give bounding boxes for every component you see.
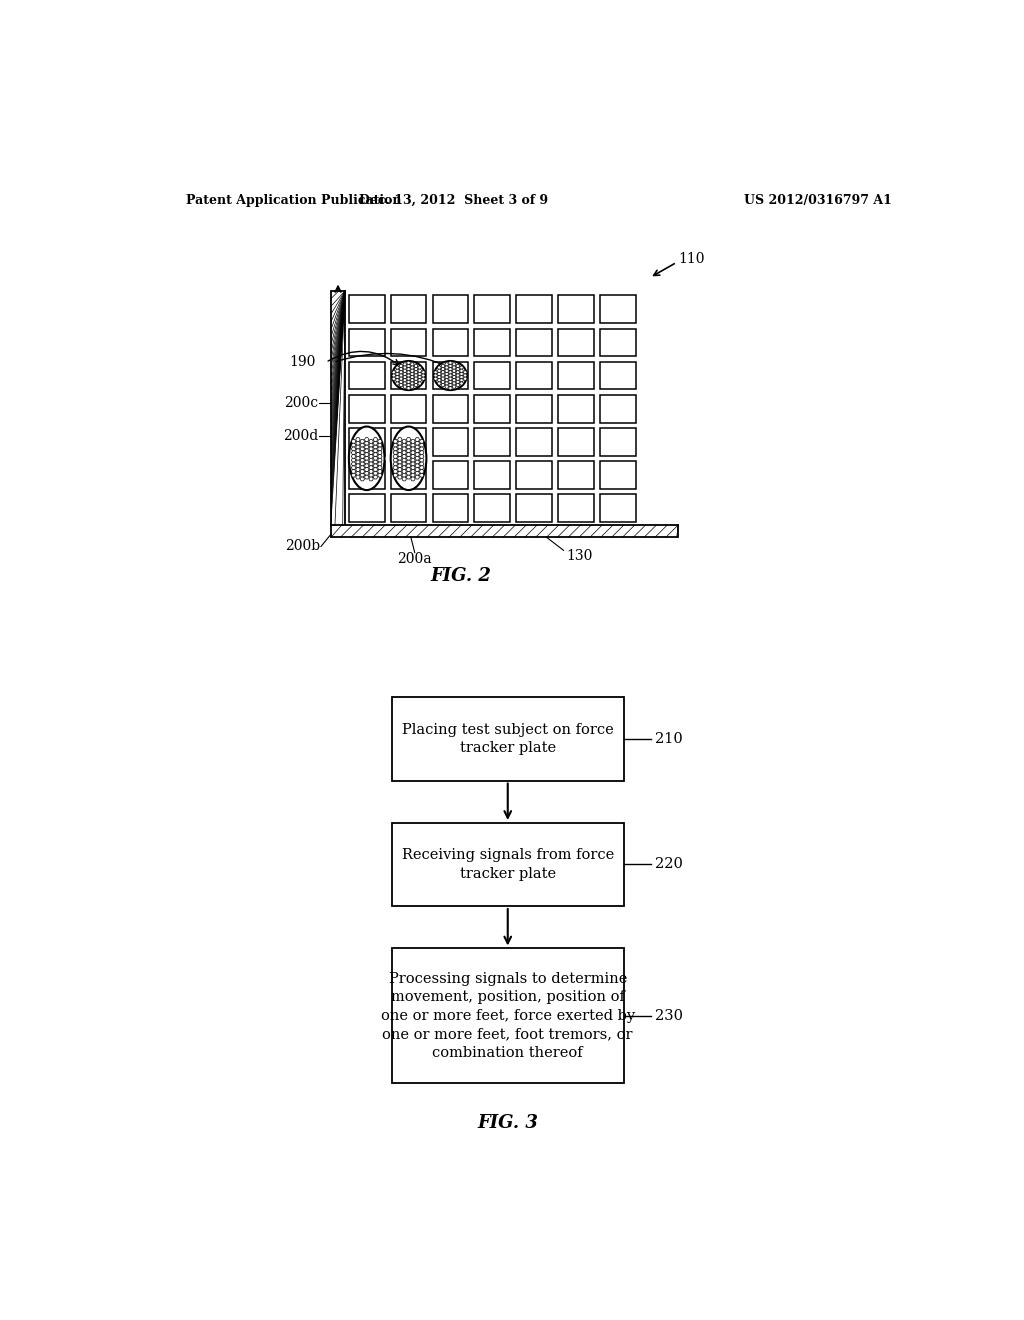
Bar <box>432 428 468 455</box>
Bar <box>391 428 426 455</box>
Bar <box>432 362 468 389</box>
Bar <box>391 697 624 780</box>
Text: FIG. 3: FIG. 3 <box>477 1114 539 1133</box>
Bar <box>558 362 594 389</box>
Bar <box>391 296 426 323</box>
Bar <box>349 428 385 455</box>
Bar <box>600 494 636 521</box>
Bar <box>558 329 594 356</box>
Text: FIG. 2: FIG. 2 <box>431 566 492 585</box>
Bar <box>600 362 636 389</box>
Bar <box>600 329 636 356</box>
Bar <box>391 395 426 422</box>
Bar <box>474 461 510 488</box>
Text: 230: 230 <box>655 1008 683 1023</box>
Bar <box>331 290 345 525</box>
Bar <box>432 494 468 521</box>
Text: 200a: 200a <box>397 552 432 566</box>
Text: 210: 210 <box>655 733 683 746</box>
Bar <box>600 428 636 455</box>
Text: Placing test subject on force
tracker plate: Placing test subject on force tracker pl… <box>401 723 613 755</box>
Ellipse shape <box>349 426 385 490</box>
Bar <box>516 296 552 323</box>
Bar <box>516 395 552 422</box>
Bar <box>558 296 594 323</box>
Bar <box>349 461 385 488</box>
Bar <box>474 395 510 422</box>
Bar <box>474 494 510 521</box>
Text: 110: 110 <box>678 252 705 265</box>
Bar <box>558 494 594 521</box>
Bar <box>391 949 624 1084</box>
Bar <box>474 329 510 356</box>
Ellipse shape <box>434 360 467 391</box>
Bar <box>331 525 678 537</box>
Bar <box>558 428 594 455</box>
Bar <box>600 296 636 323</box>
Text: 220: 220 <box>655 858 683 871</box>
Bar <box>474 296 510 323</box>
Bar <box>349 494 385 521</box>
Text: 200d: 200d <box>283 429 317 442</box>
Text: Receiving signals from force
tracker plate: Receiving signals from force tracker pla… <box>401 849 613 880</box>
Text: US 2012/0316797 A1: US 2012/0316797 A1 <box>743 194 892 207</box>
Bar <box>516 428 552 455</box>
Bar <box>391 329 426 356</box>
Text: Patent Application Publication: Patent Application Publication <box>186 194 401 207</box>
Bar <box>558 461 594 488</box>
Bar <box>516 461 552 488</box>
Bar <box>516 329 552 356</box>
Bar <box>349 395 385 422</box>
Bar <box>516 494 552 521</box>
Bar <box>558 395 594 422</box>
Bar <box>432 296 468 323</box>
Text: 130: 130 <box>566 549 592 564</box>
Text: 200b: 200b <box>285 540 321 553</box>
Bar <box>391 362 426 389</box>
Bar <box>516 362 552 389</box>
Bar <box>349 362 385 389</box>
Bar <box>391 822 624 906</box>
Bar <box>349 329 385 356</box>
Text: Processing signals to determine
movement, position, position of
one or more feet: Processing signals to determine movement… <box>381 972 635 1060</box>
Bar <box>600 461 636 488</box>
Bar <box>432 329 468 356</box>
Ellipse shape <box>391 426 426 490</box>
Bar <box>349 296 385 323</box>
Bar <box>474 428 510 455</box>
Bar <box>474 362 510 389</box>
Bar <box>600 395 636 422</box>
Text: 190: 190 <box>289 355 315 370</box>
Bar <box>432 461 468 488</box>
Bar <box>432 395 468 422</box>
Text: Dec. 13, 2012  Sheet 3 of 9: Dec. 13, 2012 Sheet 3 of 9 <box>359 194 548 207</box>
Bar <box>391 461 426 488</box>
Text: 200c: 200c <box>284 396 317 411</box>
Bar <box>391 494 426 521</box>
Ellipse shape <box>392 360 425 391</box>
